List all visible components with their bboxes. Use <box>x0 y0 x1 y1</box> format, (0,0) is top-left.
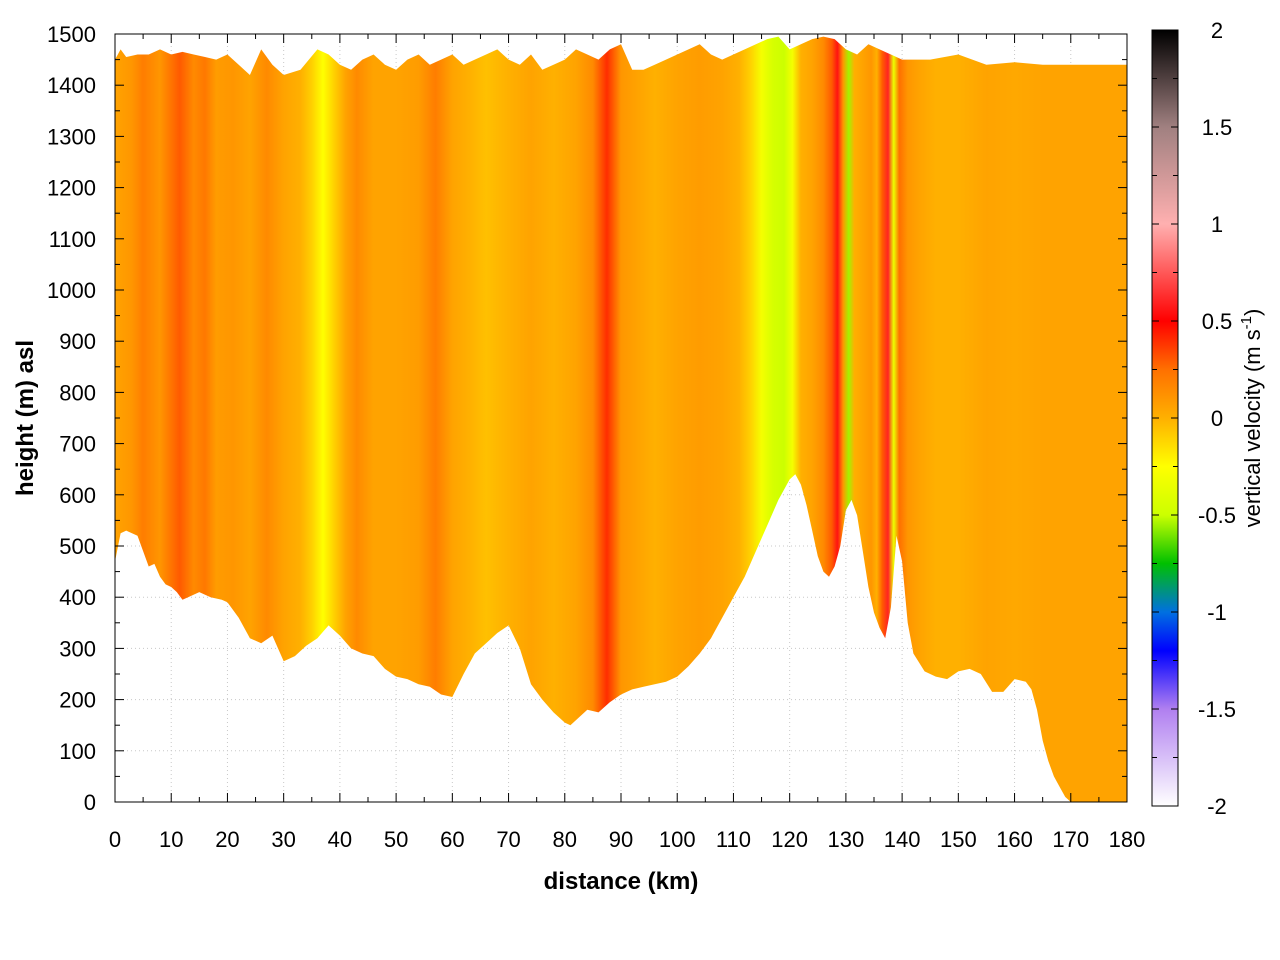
y-tick-labels: 0 100 200 300 400 500 600 700 800 900 1000 1100 1200… <box>47 22 96 815</box>
x-tick-label: 140 <box>884 827 921 852</box>
y-tick-label: 800 <box>59 380 96 405</box>
colorbar-tick-label: -1.5 <box>1198 697 1236 722</box>
x-tick-label: 110 <box>716 827 751 852</box>
y-tick-label: 700 <box>59 432 96 457</box>
y-tick-label: 0 <box>84 790 96 815</box>
x-tick-label: 180 <box>1109 827 1146 852</box>
colorbar-title-end: ) <box>1240 309 1265 316</box>
x-tick-label: 70 <box>496 827 520 852</box>
x-tick-label: 10 <box>159 827 183 852</box>
y-tick-label: 900 <box>59 329 96 354</box>
x-axis-title: distance (km) <box>544 868 699 895</box>
x-tick-label: 100 <box>659 827 696 852</box>
x-tick-label: 0 <box>109 827 121 852</box>
y-tick-label: 300 <box>59 636 96 661</box>
x-tick-label: 40 <box>328 827 352 852</box>
colorbar: -2 -1.5 -1 -0.5 0 0.5 1 1.5 2 vertical velocity … <box>1151 18 1265 819</box>
y-tick-label: 100 <box>59 739 96 764</box>
x-tick-label: 30 <box>271 827 295 852</box>
y-tick-label: 1400 <box>47 73 96 98</box>
y-tick-label: 200 <box>59 688 96 713</box>
colorbar-tick-label: -2 <box>1207 794 1227 819</box>
x-tick-label: 80 <box>553 827 577 852</box>
x-tick-label: 50 <box>384 827 408 852</box>
y-tick-label: 1200 <box>47 176 96 201</box>
y-tick-label: 1000 <box>47 278 96 303</box>
colorbar-title-sup: -1 <box>1238 316 1255 329</box>
x-tick-label: 130 <box>828 827 865 852</box>
x-tick-label: 90 <box>609 827 633 852</box>
x-tick-label: 120 <box>771 827 808 852</box>
colorbar-ticks <box>1152 29 1178 807</box>
x-tick-label: 60 <box>440 827 464 852</box>
colorbar-tick-label: -1 <box>1207 600 1227 625</box>
colorbar-tick-label: 1 <box>1211 212 1223 237</box>
colorbar-tick-label: 1.5 <box>1202 115 1233 140</box>
colorbar-tick-labels: -2 -1.5 -1 -0.5 0 0.5 1 1.5 2 <box>1198 18 1236 819</box>
x-tick-label: 150 <box>940 827 977 852</box>
y-tick-label: 400 <box>59 585 96 610</box>
y-tick-label: 500 <box>59 534 96 559</box>
x-tick-labels: 0 10 20 30 40 50 60 70 80 90 100 110 120 130 140 150 160… <box>109 827 1145 852</box>
colorbar-tick-label: 2 <box>1211 18 1223 43</box>
y-tick-label: 600 <box>59 483 96 508</box>
colorbar-title: vertical velocity (m s-1) <box>1238 309 1265 528</box>
x-tick-label: 170 <box>1052 827 1089 852</box>
colorbar-tick-label: 0 <box>1211 406 1223 431</box>
y-tick-label: 1300 <box>47 124 96 149</box>
axis-ticks <box>114 33 1128 803</box>
colorbar-tick-label: -0.5 <box>1198 503 1236 528</box>
y-tick-label: 1100 <box>49 227 96 252</box>
y-tick-label: 1500 <box>47 22 96 47</box>
y-axis-title: height (m) asl <box>12 340 39 496</box>
x-tick-label: 160 <box>996 827 1033 852</box>
velocity-field <box>115 36 1127 802</box>
velocity-field-area <box>115 36 1127 802</box>
colorbar-title-main: vertical velocity (m s <box>1240 329 1265 527</box>
x-tick-label: 20 <box>215 827 239 852</box>
colorbar-tick-label: 0.5 <box>1202 309 1233 334</box>
